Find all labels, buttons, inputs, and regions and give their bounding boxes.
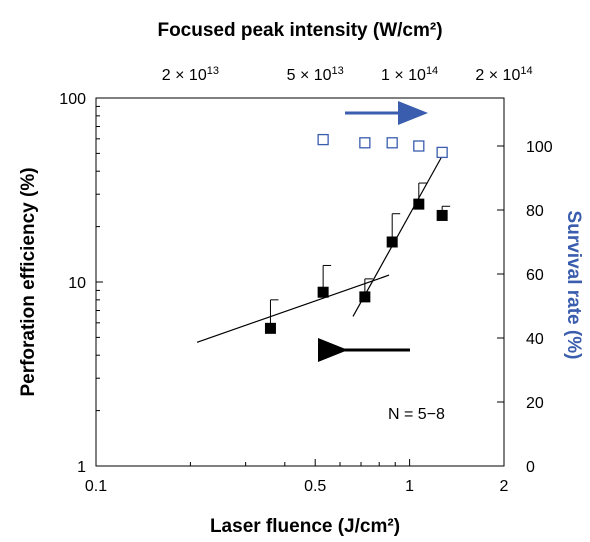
perforation-point [413,198,425,210]
x-tick-label: 2 [500,478,509,495]
survival-point [413,140,425,152]
y-left-tick-label: 1 [77,459,86,476]
y-right-tick-label: 80 [526,203,544,220]
y-right-tick-label: 40 [526,331,544,348]
y-right-tick-label: 60 [526,267,544,284]
top-tick-label: 2 × 1013 [162,65,219,84]
top-tick-label: 1 × 1014 [381,65,438,84]
y-right-tick-label: 100 [526,139,553,156]
fit-lines [196,149,446,343]
top-axis-title: Focused peak intensity (W/cm²) [157,20,442,41]
y-right-tick-label: 20 [526,395,544,412]
survival-point [317,133,329,146]
fit-line [196,274,390,343]
perforation-point [264,322,276,334]
left-axis-title: Perforation efficiency (%) [18,167,39,396]
x-tick-label: 0.5 [304,478,326,495]
right-axis-title: Survival rate (%) [563,211,584,360]
perforation-point [386,236,398,248]
annotations [318,101,428,362]
survival-point [359,137,371,149]
y-left-tick-label: 10 [68,275,86,292]
ticks-layer: 0.1 0.5 1 2 2 × 1013 5 × 1013 1 × 1014 2 × 1014… [59,65,553,495]
data-points [264,133,448,334]
top-tick-label: 5 × 1013 [287,65,344,84]
perforation-point [317,286,329,298]
x-tick-label: 1 [405,478,414,495]
top-tick-label: 2 × 1014 [475,65,532,84]
fit-line [352,149,446,317]
survival-point [386,137,398,149]
perforation-point [359,291,371,303]
perforation-point [436,209,448,221]
survival-point [436,146,448,159]
bottom-axis-title: Laser fluence (J/cm²) [210,516,400,537]
x-tick-label: 0.1 [85,478,107,495]
y-right-tick-label: 0 [526,459,535,476]
sample-size-annotation: N = 5−8 [388,406,445,423]
y-left-tick-label: 100 [59,91,86,108]
